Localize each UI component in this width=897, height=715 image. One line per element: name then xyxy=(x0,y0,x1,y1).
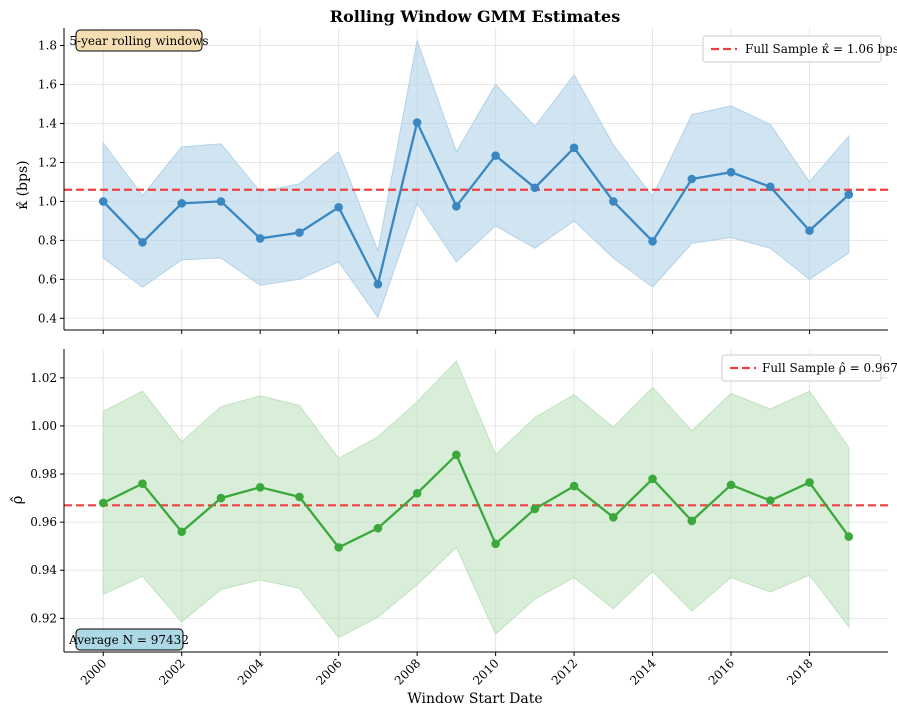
data-point xyxy=(98,197,108,206)
data-point xyxy=(138,238,147,247)
rho-annotation-box xyxy=(75,628,184,651)
data-point xyxy=(569,481,579,491)
y-tick-label: 0.98 xyxy=(30,467,57,481)
data-point xyxy=(765,182,775,192)
y-tick-label: 1.6 xyxy=(38,78,57,92)
x-tick-label: 2002 xyxy=(156,656,187,687)
chart-title: Rolling Window GMM Estimates xyxy=(330,7,620,26)
x-tick-label: 2010 xyxy=(470,656,501,687)
data-point xyxy=(569,143,579,153)
kappa-annotation-text: 5-year rolling windows xyxy=(69,34,208,48)
y-tick-label: 1.2 xyxy=(38,155,57,169)
data-point xyxy=(216,197,226,206)
data-point xyxy=(609,513,618,522)
data-point xyxy=(765,496,775,505)
rho-axes xyxy=(63,349,888,653)
y-tick-label: 1.4 xyxy=(38,116,57,130)
y-tick-label: 0.6 xyxy=(38,272,57,286)
data-point xyxy=(491,539,500,549)
data-point xyxy=(844,190,854,199)
data-point xyxy=(687,516,697,526)
y-tick-label: 1.02 xyxy=(30,371,57,385)
y-tick-label: 0.92 xyxy=(30,611,57,625)
x-tick-label: 2014 xyxy=(627,656,659,688)
rho-y-ticks: 0.92 0.94 0.96 0.98 1.00 1.02 xyxy=(30,371,64,625)
y-tick-label: 1.0 xyxy=(38,194,57,208)
kappa-y-ticks: 0.4 0.6 0.8 1.0 1.2 1.4 1.6 1.8 xyxy=(38,39,64,325)
data-point xyxy=(334,543,343,552)
x-tick-label: 2016 xyxy=(706,656,737,687)
data-point xyxy=(295,228,304,237)
data-point xyxy=(177,527,187,537)
data-point xyxy=(648,474,657,484)
x-tick-label: 2012 xyxy=(549,656,580,687)
data-point xyxy=(726,480,736,490)
kappa-points xyxy=(98,118,854,289)
data-point xyxy=(805,478,814,487)
kappa-confidence-band xyxy=(102,38,850,319)
kappa-panel: 0.4 0.6 0.8 1.0 1.2 1.4 1.6 1.8 κ̂ (bps) 5-year… xyxy=(15,28,897,334)
data-point xyxy=(687,174,697,184)
rho-annotation: Average N = 97432 xyxy=(68,628,189,651)
y-tick-label: 0.96 xyxy=(30,515,57,529)
data-point xyxy=(138,479,147,488)
data-point xyxy=(844,532,854,541)
rho-legend: Full Sample ρ̂ = 0.967 xyxy=(721,354,897,382)
x-tick-label: 2018 xyxy=(784,656,815,687)
rho-x-ticks: 2000 2002 2004 2006 2008 2010 2012 2014 2016 2018 xyxy=(78,652,816,688)
data-point xyxy=(255,234,265,243)
rho-legend-box xyxy=(721,354,882,382)
rho-y-axis-label: ρ̂ xyxy=(8,495,26,504)
data-point xyxy=(216,493,226,503)
x-tick-label: 2004 xyxy=(235,656,267,688)
data-point xyxy=(530,183,540,193)
y-tick-label: 0.8 xyxy=(38,233,57,247)
data-point xyxy=(334,202,343,212)
kappa-series-line xyxy=(102,119,850,288)
data-point xyxy=(295,492,304,502)
data-point xyxy=(530,504,540,514)
kappa-annotation-box xyxy=(75,29,203,52)
kappa-legend-box xyxy=(702,35,882,63)
y-tick-label: 1.8 xyxy=(38,39,57,53)
data-point xyxy=(491,151,500,160)
x-tick-label: 2008 xyxy=(392,656,423,687)
data-point xyxy=(412,488,422,498)
kappa-legend: Full Sample κ̂ = 1.06 bps xyxy=(702,35,897,63)
data-point xyxy=(609,197,618,206)
x-tick-label: 2000 xyxy=(78,656,109,687)
data-point xyxy=(98,498,108,508)
rho-annotation-text: Average N = 97432 xyxy=(68,633,189,647)
data-point xyxy=(452,450,461,460)
rho-panel: 0.920.940.960.981.001.02 2000 2002 2004 200… xyxy=(8,349,897,707)
y-tick-label: 0.4 xyxy=(38,311,57,325)
data-point xyxy=(452,201,461,211)
data-point xyxy=(373,523,383,533)
kappa-annotation: 5-year rolling windows xyxy=(69,29,209,52)
data-point xyxy=(373,279,383,289)
data-point xyxy=(805,226,814,235)
kappa-x-ticks xyxy=(102,330,811,334)
y-tick-label: 1.00 xyxy=(30,419,57,433)
rho-series-line xyxy=(102,452,850,549)
data-point xyxy=(177,199,187,208)
rho-points xyxy=(98,450,854,552)
data-point xyxy=(726,167,736,177)
kappa-y-axis-label: κ̂ (bps) xyxy=(15,160,31,209)
data-point xyxy=(255,482,265,492)
x-axis-label: Window Start Date xyxy=(407,691,542,707)
x-tick-label: 2006 xyxy=(313,656,344,687)
kappa-legend-label: Full Sample κ̂ = 1.06 bps xyxy=(745,42,897,56)
data-point xyxy=(648,237,657,246)
rho-legend-label: Full Sample ρ̂ = 0.967 xyxy=(762,361,897,375)
data-point xyxy=(412,118,422,127)
y-tick-label: 0.94 xyxy=(30,563,57,577)
